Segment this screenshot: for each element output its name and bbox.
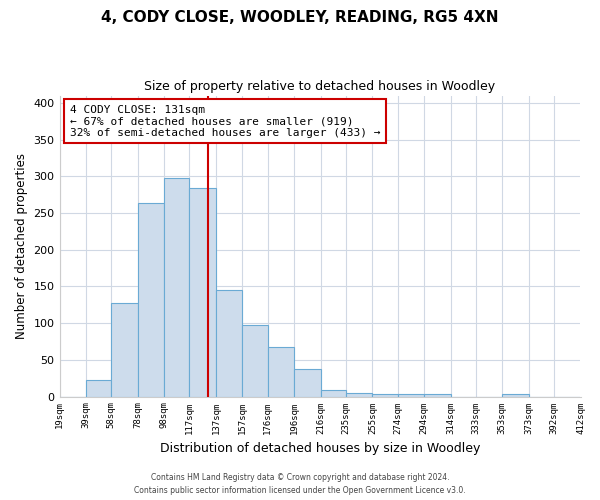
Bar [346, 393, 373, 396]
Bar [190, 188, 216, 396]
Title: Size of property relative to detached houses in Woodley: Size of property relative to detached ho… [145, 80, 496, 93]
Bar [111, 302, 138, 396]
Bar [164, 178, 190, 396]
Bar [268, 346, 294, 397]
Bar [320, 390, 346, 396]
Bar [373, 394, 398, 396]
Text: Contains HM Land Registry data © Crown copyright and database right 2024.
Contai: Contains HM Land Registry data © Crown c… [134, 474, 466, 495]
Bar [294, 370, 320, 396]
Bar [216, 290, 242, 397]
Bar [398, 394, 424, 396]
Bar [242, 324, 268, 396]
Bar [424, 394, 451, 396]
X-axis label: Distribution of detached houses by size in Woodley: Distribution of detached houses by size … [160, 442, 480, 455]
Text: 4, CODY CLOSE, WOODLEY, READING, RG5 4XN: 4, CODY CLOSE, WOODLEY, READING, RG5 4XN [101, 10, 499, 25]
Bar [138, 204, 164, 396]
Text: 4 CODY CLOSE: 131sqm
← 67% of detached houses are smaller (919)
32% of semi-deta: 4 CODY CLOSE: 131sqm ← 67% of detached h… [70, 104, 380, 138]
Bar [86, 380, 111, 396]
Bar [502, 394, 529, 396]
Y-axis label: Number of detached properties: Number of detached properties [15, 153, 28, 339]
